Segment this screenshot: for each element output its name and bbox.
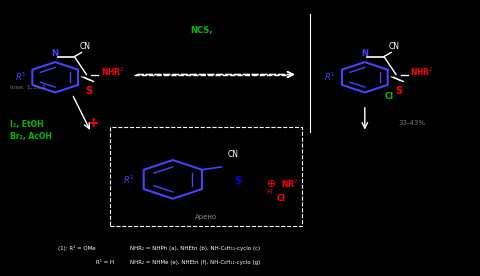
Text: Pol.Base: Pol.Base — [187, 40, 216, 46]
Text: NR$^2$: NR$^2$ — [281, 177, 298, 190]
Text: Cl: Cl — [384, 92, 394, 101]
Text: Cl: Cl — [276, 194, 286, 203]
Text: +: + — [88, 116, 99, 130]
Text: NHR$^2$: NHR$^2$ — [410, 66, 434, 78]
Text: 33-43%: 33-43% — [398, 120, 425, 126]
Text: S: S — [395, 86, 402, 95]
Text: Br₂, AcOH: Br₂, AcOH — [10, 132, 51, 141]
Text: (1): R¹ = OMe: (1): R¹ = OMe — [58, 245, 95, 251]
Text: CN: CN — [389, 42, 400, 51]
Text: S: S — [85, 86, 92, 95]
Text: lose: 1,3s,2: lose: 1,3s,2 — [10, 84, 46, 89]
Text: N: N — [361, 49, 368, 58]
Text: I₂, EtOH: I₂, EtOH — [10, 120, 43, 129]
Text: N: N — [52, 49, 59, 58]
Text: S: S — [234, 176, 241, 186]
Text: NHR₂ = NHMe (e), NHEtn (f), NH-C₆H₁₁-cyclo (g): NHR₂ = NHMe (e), NHEtn (f), NH-C₆H₁₁-cyc… — [130, 260, 260, 265]
Text: $R^1$: $R^1$ — [123, 173, 134, 185]
Text: $\oplus$: $\oplus$ — [266, 178, 276, 189]
Text: NHR₂ = NHPh (a), NHEtn (b), NH-C₆H₁₁-cyclo (c): NHR₂ = NHPh (a), NHEtn (b), NH-C₆H₁₁-cyc… — [130, 246, 260, 251]
Text: H: H — [266, 189, 271, 195]
Text: Et₃N: Et₃N — [194, 49, 209, 55]
Text: CN: CN — [79, 42, 90, 51]
Text: $R^1$: $R^1$ — [15, 71, 26, 83]
Text: Арено: Арено — [195, 214, 217, 220]
Text: NHR$^2$: NHR$^2$ — [101, 66, 124, 78]
Text: NCS,: NCS, — [191, 26, 213, 35]
Bar — [110, 127, 302, 226]
Text: CN: CN — [228, 150, 238, 159]
Text: $R^1$: $R^1$ — [324, 71, 336, 83]
Text: R¹ = H: R¹ = H — [96, 260, 114, 265]
